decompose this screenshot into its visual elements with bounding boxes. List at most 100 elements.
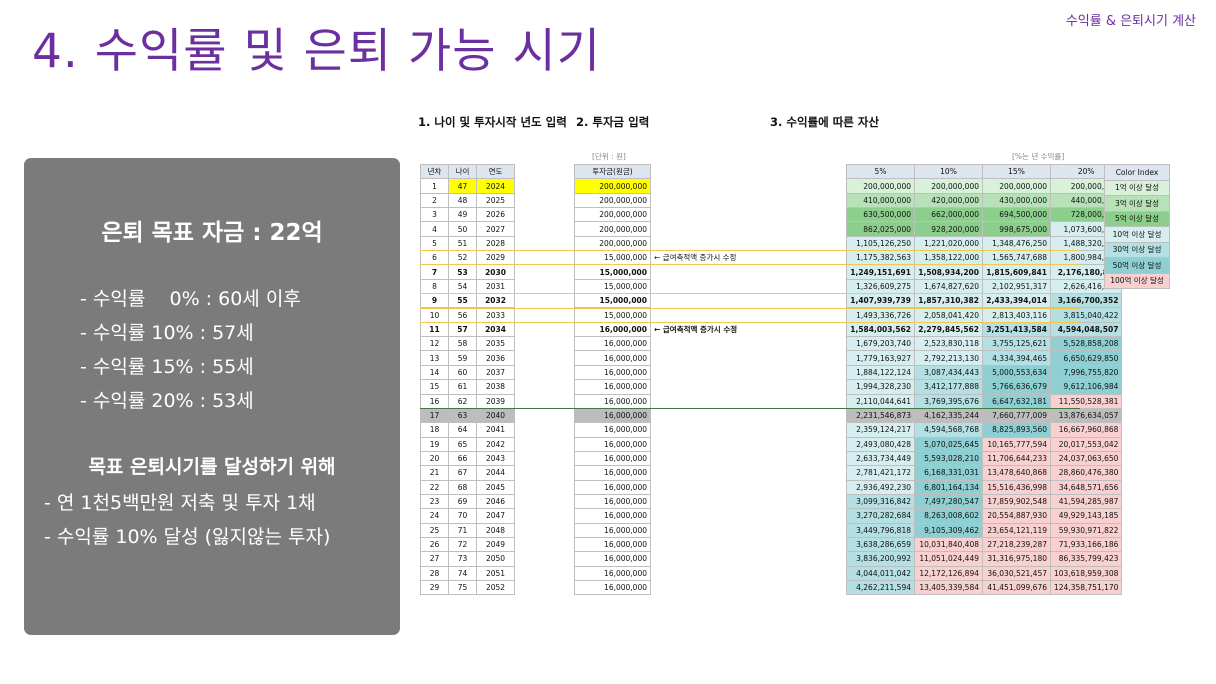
cell-age: 53 (448, 264, 477, 280)
cell-rate-5: 1,407,939,739 (846, 293, 915, 309)
cell-year: 2038 (476, 379, 515, 395)
cell-rate-5: 3,836,200,992 (846, 551, 915, 567)
cell-year-index: 11 (420, 321, 449, 338)
cell-rate-5: 1,779,163,927 (846, 350, 915, 366)
note-cell (650, 551, 847, 567)
cell-principal: 16,000,000 (574, 379, 651, 395)
cell-age: 67 (448, 465, 477, 481)
table-row: 5 51 2028 200,000,000 1,105,126,250 1,221,020… (420, 235, 1123, 252)
table-row: 18 64 2041 16,000,000 2,359,124,217 4,594,568… (420, 422, 1123, 438)
spacer-cell (514, 250, 575, 265)
table-row: 8 54 2031 15,000,000 1,326,609,275 1,674,827,… (420, 278, 1123, 295)
cell-year: 2024 (476, 178, 515, 194)
note-cell (650, 236, 847, 251)
cell-age: 49 (448, 207, 477, 223)
note-cell (650, 193, 847, 208)
note-cell (650, 307, 847, 323)
spacer-cell (514, 293, 575, 308)
spacer-cell (514, 236, 575, 251)
cell-rate-15: 7,660,777,009 (982, 407, 1051, 424)
cell-year: 2040 (476, 407, 515, 424)
cell-year: 2035 (476, 336, 515, 352)
action-line: - 수익률 10% 달성 (잃지않는 투자) (44, 526, 331, 548)
cell-year-index: 10 (420, 307, 449, 323)
cell-principal: 200,000,000 (574, 235, 651, 252)
table-row: 23 69 2046 16,000,000 3,099,316,842 7,497,280… (420, 493, 1123, 510)
note-cell (650, 537, 847, 552)
table-row: 24 70 2047 16,000,000 3,270,282,684 8,263,008… (420, 508, 1123, 524)
cell-principal: 16,000,000 (574, 350, 651, 366)
cell-principal: 15,000,000 (574, 307, 651, 323)
note-cell (650, 451, 847, 466)
cell-age: 75 (448, 579, 477, 596)
cell-rate-20: 59,930,971,822 (1049, 522, 1123, 538)
note-cell: ← 급여축적액 증가시 수정 (650, 322, 847, 337)
table-header-row: 년차 나이 연도 투자금(원금) 5% 10% 15% 20% (420, 163, 1123, 180)
cell-age: 51 (448, 235, 477, 252)
cell-rate-10: 1,508,934,200 (914, 264, 983, 280)
spacer-cell (514, 537, 575, 552)
cell-principal: 16,000,000 (574, 493, 651, 510)
note-cell (650, 279, 847, 294)
cell-age: 65 (448, 436, 477, 452)
cell-year-index: 2 (420, 192, 449, 209)
cell-rate-15: 6,647,632,181 (982, 393, 1051, 409)
cell-age: 59 (448, 350, 477, 366)
note-cell: ← 급여축적액 증가시 수정 (650, 250, 847, 265)
spacer-cell (514, 580, 575, 595)
cell-year-index: 17 (420, 407, 449, 424)
legend-5: 5억 이상 달성 (1104, 210, 1170, 227)
note-cell (650, 394, 847, 409)
cell-principal: 200,000,000 (574, 178, 651, 194)
cell-rate-20: 11,550,528,381 (1049, 393, 1123, 409)
spacer-cell (514, 178, 575, 194)
spacer-cell (514, 437, 575, 452)
table-row: 25 71 2048 16,000,000 3,449,796,818 9,105,309… (420, 522, 1123, 538)
legend-row: 1억 이상 달성 (1104, 179, 1170, 196)
cell-principal: 16,000,000 (574, 450, 651, 467)
cell-rate-15: 23,654,121,119 (982, 522, 1051, 538)
cell-rate-5: 630,500,000 (846, 207, 915, 223)
spacer-cell (514, 451, 575, 466)
col-principal: 투자금(원금) (574, 163, 651, 180)
note-cell (650, 523, 847, 538)
cell-year-index: 13 (420, 350, 449, 366)
cell-rate-5: 4,044,011,042 (846, 565, 915, 581)
cell-year-index: 6 (420, 250, 449, 266)
action-line: - 연 1천5백만원 저축 및 투자 1채 (44, 492, 316, 514)
spacer-cell (514, 394, 575, 409)
cell-rate-5: 1,493,336,726 (846, 307, 915, 323)
legend-row: 10억 이상 달성 (1104, 226, 1170, 243)
cell-rate-15: 13,478,640,868 (982, 465, 1051, 481)
col-rate-15: 15% (982, 163, 1051, 180)
cell-rate-5: 1,326,609,275 (846, 278, 915, 295)
note-cell (650, 293, 847, 308)
cell-principal: 16,000,000 (574, 321, 651, 338)
cell-rate-10: 1,221,020,000 (914, 235, 983, 252)
cell-rate-15: 2,813,403,116 (982, 307, 1051, 323)
cell-age: 66 (448, 450, 477, 467)
cell-rate-15: 3,251,413,584 (982, 321, 1051, 338)
milestone-guide-line (420, 250, 1080, 252)
note-cell (650, 207, 847, 222)
cell-rate-10: 1,674,827,620 (914, 278, 983, 295)
cell-year: 2026 (476, 207, 515, 223)
cell-age: 48 (448, 192, 477, 209)
cell-principal: 200,000,000 (574, 207, 651, 223)
note-cell (650, 178, 847, 194)
cell-principal: 16,000,000 (574, 508, 651, 524)
spacer-cell (514, 336, 575, 351)
table-row: 16 62 2039 16,000,000 2,110,044,641 3,769,395… (420, 393, 1123, 409)
note-cell (650, 336, 847, 351)
table-row: 2 48 2025 200,000,000 410,000,000 420,000,000… (420, 192, 1123, 209)
cell-rate-20: 5,528,858,208 (1049, 336, 1123, 352)
cell-rate-5: 2,936,492,230 (846, 479, 915, 495)
table-row: 28 74 2051 16,000,000 4,044,011,042 12,172,12… (420, 565, 1123, 581)
spacer-cell (514, 379, 575, 394)
spacer-cell (514, 523, 575, 538)
cell-year-index: 27 (420, 551, 449, 567)
cell-year: 2030 (476, 264, 515, 280)
legend-title-row: Color Index (1104, 164, 1170, 181)
cell-rate-20: 13,876,634,057 (1049, 407, 1123, 424)
cell-rate-20: 6,650,629,850 (1049, 350, 1123, 366)
